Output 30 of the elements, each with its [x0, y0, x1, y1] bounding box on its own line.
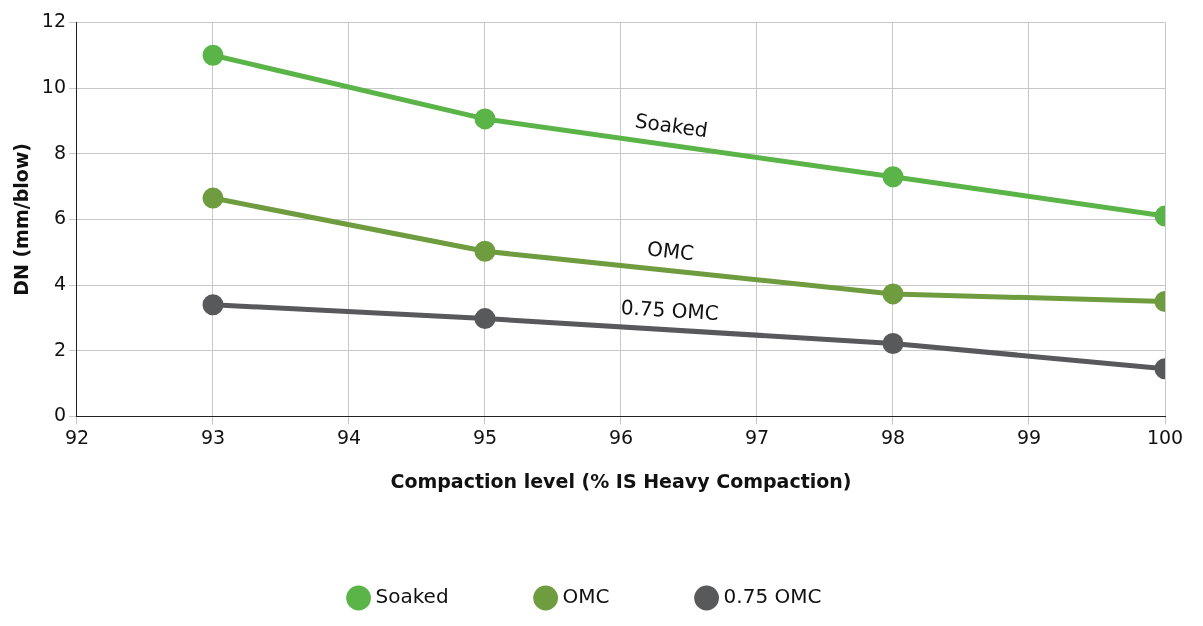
point — [202, 44, 224, 66]
legend-label: Soaked — [375, 584, 449, 609]
x-tick-label: 98 — [880, 425, 906, 448]
point — [474, 108, 496, 130]
y-tick-label: 2 — [53, 337, 66, 360]
y-tick-label: 12 — [41, 9, 66, 32]
point — [202, 187, 224, 209]
x-tick-label: 94 — [336, 425, 362, 448]
y-tick-label: 10 — [41, 75, 66, 97]
legend-label: OMC — [562, 584, 610, 609]
x-tick-label: 96 — [608, 425, 634, 448]
x-axis-title: Compaction level (% IS Heavy Compaction) — [390, 469, 852, 492]
point — [202, 294, 224, 316]
point — [474, 240, 496, 262]
text: 0.75 OMC — [620, 295, 720, 325]
y-axis-title: DN (mm/blow) — [10, 142, 33, 296]
y-tick-label: 6 — [53, 206, 66, 229]
text: OMC — [646, 236, 696, 266]
x-tick-label: 92 — [64, 425, 90, 448]
y-tick-label: 0 — [53, 403, 66, 426]
x-tick-label: 100 — [1146, 425, 1184, 448]
x-tick-label: 99 — [1016, 425, 1042, 448]
y-tick-label: 4 — [53, 272, 66, 294]
x-tick-label: 97 — [744, 425, 770, 448]
text: Soaked — [633, 108, 710, 143]
point — [474, 308, 496, 330]
x-tick-label: 93 — [200, 425, 226, 448]
legend-label: 0.75 OMC — [723, 584, 822, 609]
x-tick-label: 95 — [472, 425, 498, 448]
y-tick-label: 8 — [53, 140, 66, 163]
